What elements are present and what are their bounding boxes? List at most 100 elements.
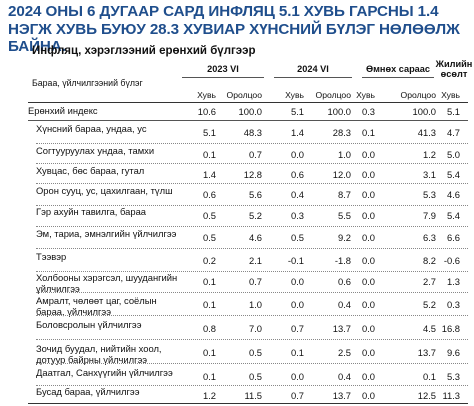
total-row: Ерөнхий индекс 10.6 100.0 5.1 100.0 0.3 100.0 5… bbox=[28, 105, 468, 118]
row-value: 0.3 bbox=[290, 210, 304, 221]
row-label: Хүнсний бараа, ундаа, ус bbox=[36, 123, 147, 134]
row-separator bbox=[36, 339, 468, 340]
row-value: 11.3 bbox=[442, 390, 460, 401]
column-group-header: Жилийн өсөлт bbox=[435, 59, 473, 79]
column-group-rule bbox=[274, 77, 352, 78]
row-label: Эм, тариа, эмнэлгийн үйлчилгээ bbox=[36, 228, 177, 239]
row-value: 5.2 bbox=[248, 210, 262, 221]
row-value: 5.4 bbox=[446, 169, 460, 180]
row-separator bbox=[36, 271, 468, 272]
row-value: 9.6 bbox=[446, 347, 460, 358]
subcolumn-header: Хувь bbox=[441, 90, 460, 100]
row-value: 7.9 bbox=[422, 210, 436, 221]
row-value: 0.7 bbox=[248, 276, 262, 287]
column-group-header: 2024 VI bbox=[297, 64, 329, 74]
row-value: 0.8 bbox=[202, 323, 216, 334]
row-value: 4.5 bbox=[422, 323, 436, 334]
table-bottom-rule bbox=[28, 403, 468, 404]
row-separator bbox=[36, 292, 468, 293]
row-value: 4.6 bbox=[248, 232, 262, 243]
row-value: 13.7 bbox=[332, 390, 351, 401]
row-value: 1.2 bbox=[202, 390, 216, 401]
row-value: 13.7 bbox=[332, 323, 351, 334]
table-row: Гэр ахуйн тавилга, бараа 0.5 5.2 0.3 5.5 0.0 7… bbox=[28, 206, 468, 223]
row-value: 0.0 bbox=[290, 299, 304, 310]
row-value: 0.5 bbox=[202, 232, 216, 243]
row-value: 5.1 bbox=[290, 106, 304, 117]
row-value: 100.0 bbox=[238, 106, 262, 117]
row-value: 0.6 bbox=[337, 276, 351, 287]
row-value: 5.1 bbox=[446, 106, 460, 117]
row-label: Тээвэр bbox=[36, 251, 67, 262]
row-label: Ерөнхий индекс bbox=[28, 105, 98, 116]
group-column-header: Бараа, үйлчилгээний бүлэг bbox=[32, 78, 143, 88]
table-row: Орон сууц, ус, цахилгаан, түлш 0.6 5.6 0.4 8… bbox=[28, 185, 468, 202]
row-value: 11.5 bbox=[244, 390, 262, 401]
row-value: 0.0 bbox=[361, 299, 375, 310]
row-value: 10.6 bbox=[197, 106, 216, 117]
table-row: Зочид буудал, нийтийн хоол, дотуур байрн… bbox=[28, 343, 468, 364]
row-value: 12.8 bbox=[243, 169, 262, 180]
row-value: 0.1 bbox=[202, 276, 216, 287]
row-label: Боловсролын үйлчилгээ bbox=[36, 319, 142, 330]
row-value: 5.2 bbox=[422, 299, 436, 310]
row-separator bbox=[36, 143, 468, 144]
row-value: 4.7 bbox=[446, 127, 460, 138]
row-value: 0.0 bbox=[361, 276, 375, 287]
row-value: 8.2 bbox=[422, 255, 436, 266]
row-label: Зочид буудал, нийтийн хоол, дотуур байрн… bbox=[36, 343, 162, 365]
row-value: 41.3 bbox=[417, 127, 436, 138]
column-group-rule bbox=[362, 77, 434, 78]
row-value: 0.1 bbox=[202, 347, 216, 358]
row-separator bbox=[36, 248, 468, 249]
row-separator bbox=[36, 163, 468, 164]
row-value: 16.8 bbox=[441, 323, 460, 334]
column-group-header: Өмнөх сараас bbox=[365, 64, 431, 74]
row-value: 100.0 bbox=[327, 106, 351, 117]
table-row: Тээвэр 0.2 2.1 -0.1 -1.8 0.0 8.2 -0.6 bbox=[28, 251, 468, 268]
table-row: Бусад бараа, үйлчилгээ 1.2 11.5 0.7 13.7 0.0 1… bbox=[28, 386, 468, 403]
row-value: 2.5 bbox=[337, 347, 351, 358]
row-label: Холбооны хэрэгсэл, шуудангийн үйлчилгээ bbox=[36, 272, 178, 294]
row-separator bbox=[36, 205, 468, 206]
subcolumn-header: Оролцоо bbox=[400, 90, 436, 100]
table-row: Согтууруулах ундаа, тамхи 0.1 0.7 0.0 1.0 0.0… bbox=[28, 145, 468, 160]
column-group-header: 2023 VI bbox=[207, 64, 239, 74]
row-value: 0.0 bbox=[290, 149, 304, 160]
row-value: 0.0 bbox=[290, 276, 304, 287]
row-value: 6.3 bbox=[422, 232, 436, 243]
subcolumn-header: Оролцоо bbox=[226, 90, 262, 100]
row-value: 0.0 bbox=[361, 169, 375, 180]
row-label: Бусад бараа, үйлчилгээ bbox=[36, 386, 140, 397]
header-underline bbox=[28, 102, 468, 103]
row-value: 2.7 bbox=[422, 276, 436, 287]
row-value: 1.0 bbox=[248, 299, 262, 310]
row-value: 13.7 bbox=[417, 347, 436, 358]
row-value: 0.1 bbox=[361, 127, 375, 138]
subcolumn-header: Хувь bbox=[197, 90, 216, 100]
row-value: 0.5 bbox=[202, 210, 216, 221]
row-separator bbox=[36, 315, 468, 316]
row-separator bbox=[36, 363, 468, 364]
row-value: 0.0 bbox=[361, 210, 375, 221]
table-row: Даатгал, Санхүүгийн үйлчилгээ 0.1 0.5 0.0 0.… bbox=[28, 367, 468, 382]
row-value: 1.0 bbox=[337, 149, 351, 160]
row-value: 4.6 bbox=[446, 189, 460, 200]
row-value: 0.1 bbox=[202, 299, 216, 310]
row-value: 0.3 bbox=[361, 106, 375, 117]
row-value: 0.7 bbox=[290, 323, 304, 334]
row-value: -0.6 bbox=[443, 255, 460, 266]
table-row: Амралт, чөлөөт цаг, соёлын бараа, үйлчил… bbox=[28, 295, 468, 316]
row-value: 1.4 bbox=[290, 127, 304, 138]
row-value: 0.4 bbox=[337, 299, 351, 310]
row-value: 7.0 bbox=[248, 323, 262, 334]
row-value: 0.0 bbox=[361, 232, 375, 243]
subcolumn-header: Оролцоо bbox=[315, 90, 351, 100]
row-separator bbox=[36, 385, 468, 386]
row-value: 0.0 bbox=[361, 323, 375, 334]
row-value: 100.0 bbox=[412, 106, 436, 117]
row-value: 5.6 bbox=[248, 189, 262, 200]
row-value: 12.0 bbox=[332, 169, 351, 180]
row-value: 8.7 bbox=[337, 189, 351, 200]
row-value: 0.5 bbox=[248, 371, 262, 382]
